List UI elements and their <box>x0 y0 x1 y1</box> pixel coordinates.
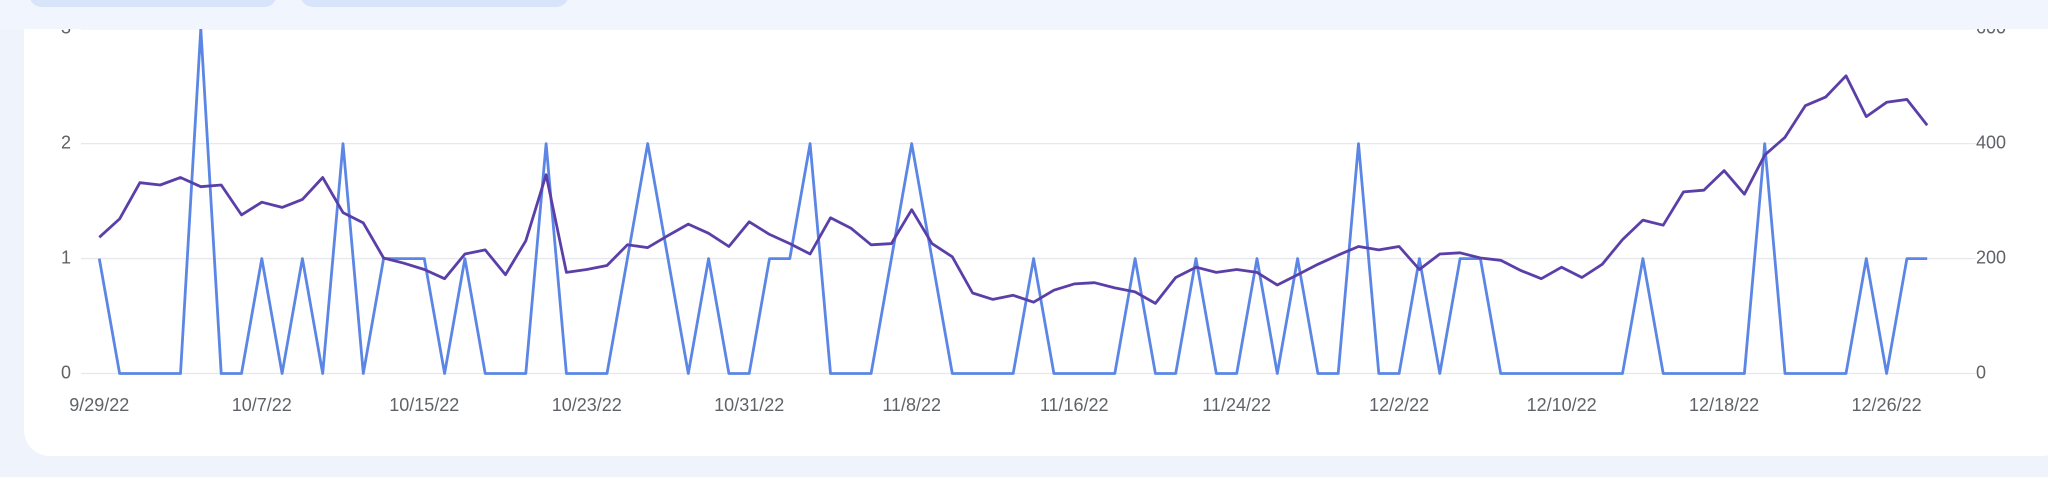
card <box>24 0 2048 456</box>
x-tick-label: 12/10/22 <box>1527 395 1597 415</box>
filter-chip[interactable] <box>29 0 277 7</box>
x-tick-label: 10/23/22 <box>552 395 622 415</box>
y-tick-label: 1 <box>61 247 71 267</box>
y2-tick-label: 0 <box>1976 362 1986 382</box>
x-tick-label: 11/8/22 <box>882 395 941 415</box>
series-line <box>98 74 1929 305</box>
x-tick-label: 12/26/22 <box>1852 395 1922 415</box>
x-tick-label: 12/2/22 <box>1369 395 1429 415</box>
x-tick-label: 10/31/22 <box>714 395 784 415</box>
y2-tick-label: 400 <box>1976 132 2006 152</box>
x-tick-label: 11/16/22 <box>1040 395 1109 415</box>
y2-tick-label: 200 <box>1976 247 2006 267</box>
filter-chip[interactable] <box>300 0 569 7</box>
y-tick-label: 0 <box>61 362 71 382</box>
y-tick-label: 2 <box>61 132 71 152</box>
x-tick-label: 12/18/22 <box>1689 395 1759 415</box>
x-tick-label: 10/7/22 <box>232 395 292 415</box>
x-tick-label: 11/24/22 <box>1202 395 1271 415</box>
x-tick-label: 10/15/22 <box>389 395 459 415</box>
series-line <box>97 27 1928 375</box>
x-tick-label: 9/29/22 <box>69 395 129 415</box>
